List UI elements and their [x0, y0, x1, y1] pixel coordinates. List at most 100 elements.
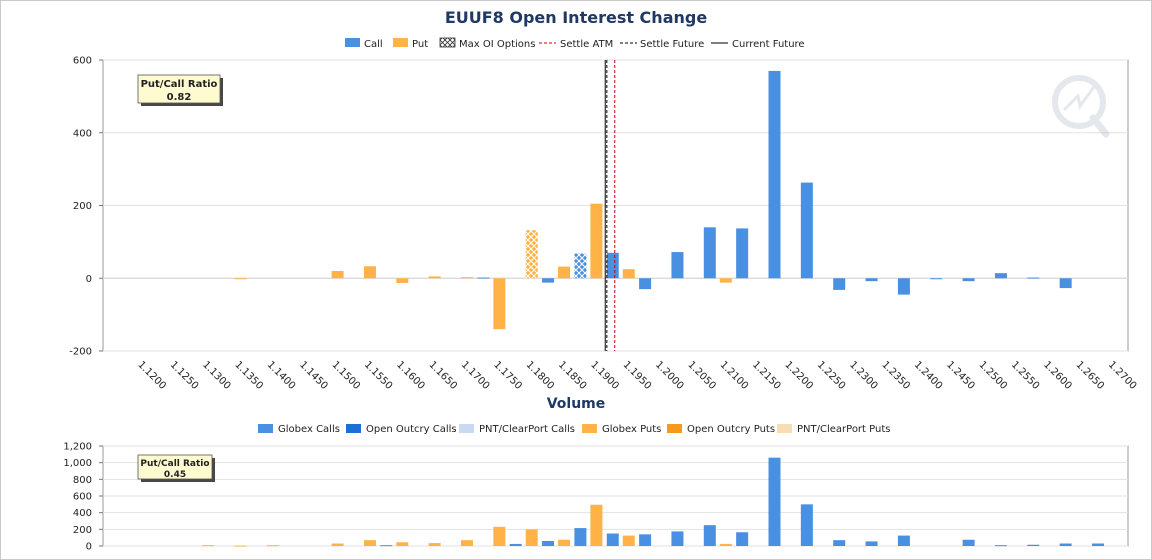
bar-globex-puts-1.1400 — [266, 545, 279, 547]
bar-call-1.2600 — [1027, 277, 1040, 279]
legend-swatch-call — [345, 38, 360, 47]
bar-globex-puts-1.1800 — [525, 529, 538, 546]
bar-call-1.2650 — [1059, 278, 1072, 289]
x-tick-label: 1.2450 — [944, 359, 977, 392]
bar-put-1.1700 — [461, 277, 473, 279]
main-chart-title: EUUF8 Open Interest Change — [445, 8, 708, 27]
bar-call-1.2000 — [639, 278, 652, 290]
x-tick-label: 1.2500 — [976, 359, 1009, 392]
bar-put-1.1650 — [428, 276, 441, 279]
legend-swatch-max-oi — [439, 37, 456, 48]
x-tick-label: 1.1950 — [621, 359, 654, 392]
bar-globex-calls-1.2000 — [639, 534, 652, 546]
x-tick-label: 1.1200 — [135, 359, 168, 392]
bar-put-1.1550 — [363, 266, 376, 279]
bar-put-1.1800 — [525, 230, 538, 279]
bar-globex-calls-1.2700 — [1092, 543, 1104, 546]
x-tick-label: 1.2650 — [1074, 359, 1107, 392]
bar-put-1.1500 — [331, 270, 344, 279]
x-tick-label: 1.2000 — [653, 359, 686, 392]
x-tick-label: 1.2050 — [685, 359, 718, 392]
bar-put-1.2100 — [719, 278, 732, 283]
legend-label-pnt-calls: PNT/ClearPort Calls — [479, 424, 575, 435]
bar-call-1.1950 — [606, 252, 619, 279]
x-tick-label: 1.1300 — [200, 359, 233, 392]
bar-globex-puts-1.1850 — [558, 539, 571, 546]
x-tick-label: 1.1350 — [232, 359, 265, 392]
bar-call-1.2200 — [768, 70, 781, 279]
bar-globex-puts-1.1500 — [331, 543, 344, 546]
bar-put-1.1900 — [590, 203, 603, 279]
x-tick-label: 1.1750 — [491, 359, 524, 392]
x-tick-label: 1.1650 — [427, 359, 460, 392]
y-tick-label: 0 — [86, 274, 92, 285]
bar-globex-puts-1.1600 — [396, 542, 409, 546]
bar-call-1.2450 — [930, 278, 943, 280]
legend-label-globex-puts: Globex Puts — [602, 424, 661, 435]
x-tick-label: 1.2550 — [1009, 359, 1042, 392]
bar-globex-calls-1.1850 — [542, 541, 555, 546]
bar-call-1.2550 — [994, 273, 1007, 279]
y-tick-label: -200 — [69, 347, 92, 358]
x-tick-label: 1.1850 — [556, 359, 589, 392]
bar-call-1.2100 — [703, 227, 716, 279]
legend-label-open-outcry-puts: Open Outcry Puts — [687, 424, 775, 435]
legend-label-open-outcry-calls: Open Outcry Calls — [366, 424, 457, 435]
x-tick-label: 1.1700 — [459, 359, 492, 392]
bar-globex-puts-1.1700 — [461, 540, 473, 546]
legend-label-put: Put — [412, 39, 428, 50]
bar-globex-calls-1.2400 — [897, 535, 910, 546]
legend-label-globex-calls: Globex Calls — [278, 424, 340, 435]
legend-swatch-globex-calls — [258, 424, 273, 433]
y-tick-label: 600 — [73, 56, 92, 67]
bar-globex-calls-1.1950 — [606, 533, 619, 546]
x-tick-label: 1.2400 — [912, 359, 945, 392]
bar-globex-puts-1.1350 — [234, 545, 247, 547]
main-legend: Call Put Max OI Options Settle ATM Settl… — [345, 37, 805, 50]
y-tick-label: 200 — [73, 525, 92, 536]
bar-call-1.1900 — [574, 253, 587, 279]
x-tick-label: 1.1250 — [168, 359, 201, 392]
x-tick-label: 1.2100 — [718, 359, 751, 392]
bar-put-1.1950 — [622, 269, 635, 279]
bar-put-1.1350 — [234, 278, 247, 280]
put-call-ratio-label-main: Put/Call Ratio — [141, 79, 218, 90]
bar-globex-calls-1.2150 — [736, 532, 749, 546]
bar-globex-puts-1.1900 — [590, 504, 603, 546]
x-tick-label: 1.1600 — [394, 359, 427, 392]
bar-globex-calls-1.2100 — [703, 525, 716, 546]
bar-globex-puts-1.1650 — [428, 543, 441, 546]
watermark-logo-icon — [1052, 75, 1110, 138]
x-tick-label: 1.1550 — [362, 359, 395, 392]
bar-globex-calls-1.2500 — [962, 539, 975, 546]
bar-put-1.1750 — [493, 278, 506, 330]
bar-globex-puts-1.1550 — [363, 540, 376, 546]
legend-swatch-open-outcry-calls — [346, 424, 361, 433]
y-tick-label: 400 — [73, 508, 92, 519]
bar-globex-calls-1.2650 — [1059, 543, 1072, 546]
bar-globex-calls-1.2600 — [1027, 544, 1040, 546]
y-tick-label: 600 — [73, 492, 92, 503]
legend-label-settle-future: Settle Future — [640, 39, 704, 50]
plot-layer: -200 0 200 400 600 1.1200 1.1250 1.1300 1.1350 1.… — [63, 56, 1138, 553]
bar-call-1.2350 — [865, 278, 878, 282]
y-tick-label: 1,000 — [63, 458, 92, 469]
bar-call-1.1750 — [477, 277, 490, 279]
legend-label-current-future: Current Future — [732, 39, 805, 50]
bar-globex-puts-1.2100 — [719, 543, 732, 546]
bar-call-1.2300 — [833, 278, 846, 290]
bar-globex-calls-1.1800 — [509, 543, 522, 546]
bar-call-1.2050 — [671, 252, 684, 279]
volume-legend: Globex Calls Open Outcry Calls PNT/Clear… — [258, 424, 890, 435]
bar-globex-calls-1.2200 — [768, 457, 781, 546]
bar-globex-puts-1.1300 — [202, 545, 215, 547]
bar-globex-calls-1.2050 — [671, 531, 684, 546]
y-tick-label: 200 — [73, 201, 92, 212]
y-tick-label: 0 — [86, 542, 92, 553]
x-tick-label: 1.2600 — [1041, 359, 1074, 392]
legend-swatch-pnt-puts — [777, 424, 792, 433]
volume-chart-title: Volume — [547, 396, 606, 412]
x-tick-label: 1.2700 — [1106, 359, 1139, 392]
bar-globex-calls-1.2350 — [865, 541, 878, 546]
